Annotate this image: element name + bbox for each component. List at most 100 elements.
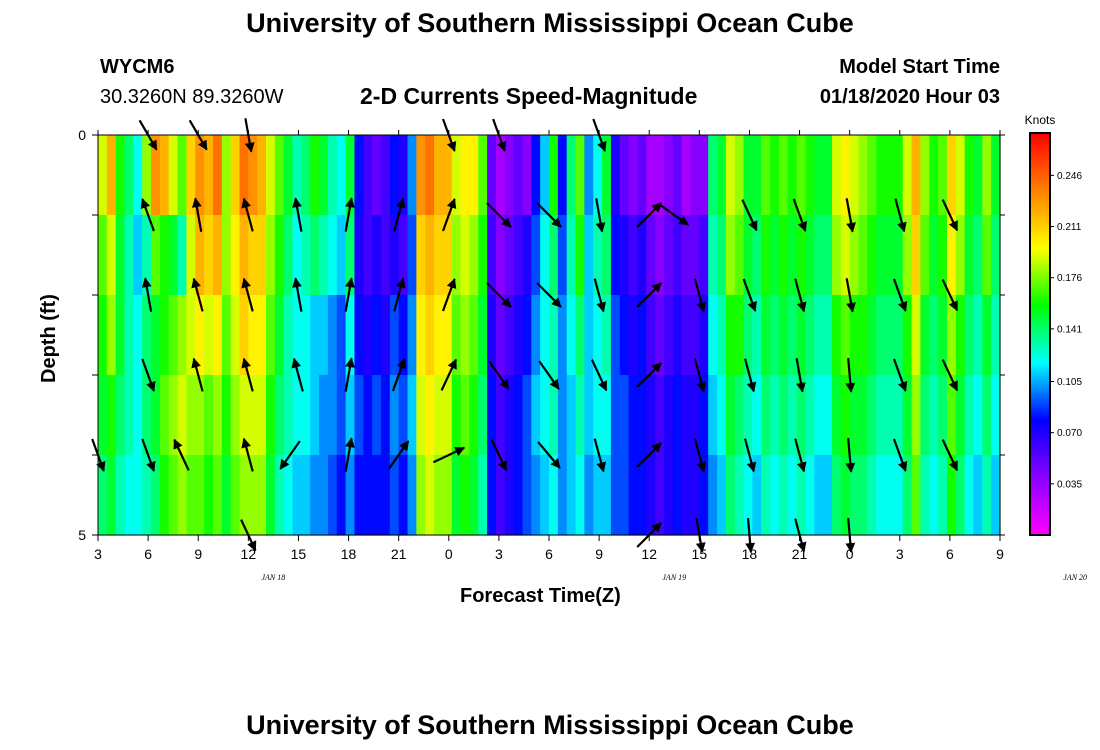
- heatmap-cell: [487, 215, 497, 296]
- heatmap-cell: [248, 455, 258, 536]
- x-tick-label: 3: [94, 546, 102, 562]
- heatmap-cell: [531, 455, 541, 536]
- current-vector: [344, 197, 355, 232]
- heatmap-cell: [938, 455, 948, 536]
- heatmap-cell: [761, 455, 771, 536]
- current-vector: [537, 441, 561, 469]
- heatmap-cell: [831, 455, 842, 536]
- heatmap-cell: [478, 135, 488, 216]
- heatmap-cell: [964, 375, 975, 456]
- heatmap-cell: [310, 295, 320, 376]
- heatmap-cell: [761, 135, 771, 216]
- heatmap-cell: [186, 135, 196, 216]
- heatmap-cell: [345, 295, 356, 376]
- heatmap-cell: [655, 215, 665, 296]
- heatmap-cell: [115, 455, 126, 536]
- heatmap-cell: [531, 375, 541, 456]
- heatmap-cell: [363, 135, 373, 216]
- heatmap-cell: [292, 295, 302, 376]
- heatmap-cell: [946, 135, 957, 216]
- heatmap-cell: [593, 375, 603, 456]
- heatmap-cell: [938, 295, 948, 376]
- heatmap-cell: [849, 135, 860, 216]
- current-vector: [344, 357, 355, 392]
- heatmap-cell: [257, 135, 267, 216]
- heatmap-cell: [239, 215, 249, 296]
- current-vector: [593, 278, 606, 313]
- heatmap-cell: [212, 215, 223, 296]
- heatmap-cell: [204, 215, 214, 296]
- heatmap-cell: [292, 375, 302, 456]
- current-vector: [743, 438, 757, 473]
- heatmap-cell: [752, 375, 762, 456]
- heatmap-cell: [770, 135, 780, 216]
- heatmap-cell: [628, 135, 639, 216]
- current-vector: [486, 202, 512, 228]
- heatmap-cell: [814, 455, 824, 536]
- heatmap-cell: [354, 135, 364, 216]
- heatmap-cell: [602, 295, 612, 376]
- heatmap-cell: [345, 375, 356, 456]
- heatmap-cell: [522, 375, 532, 456]
- heatmap-cell: [248, 215, 258, 296]
- heatmap-cell: [283, 375, 294, 456]
- heatmap-cell: [946, 295, 957, 376]
- heatmap-cell: [230, 215, 241, 296]
- heatmap-cell: [876, 215, 886, 296]
- heatmap-cell: [655, 455, 665, 536]
- heatmap-cell: [239, 295, 249, 376]
- heatmap-cell: [504, 375, 515, 456]
- heatmap-cell: [849, 295, 860, 376]
- heatmap-cell: [885, 375, 895, 456]
- heatmap-cell: [663, 295, 674, 376]
- heatmap-cell: [885, 455, 895, 536]
- heatmap-cell: [389, 295, 400, 376]
- heatmap-cell: [557, 135, 568, 216]
- current-vector: [344, 437, 355, 472]
- x-tick-label: 15: [291, 546, 307, 562]
- heatmap-cell: [398, 215, 409, 296]
- heatmap-cell: [743, 295, 753, 376]
- heatmap-cell: [778, 135, 789, 216]
- heatmap-cell: [770, 295, 780, 376]
- heatmap-cell: [133, 215, 143, 296]
- heatmap-cell: [708, 375, 718, 456]
- current-vector: [941, 359, 959, 392]
- heatmap-cell: [363, 375, 373, 456]
- heatmap-cell: [319, 455, 329, 536]
- heatmap-cell: [699, 135, 709, 216]
- heatmap-cell: [389, 215, 400, 296]
- heatmap-cell: [168, 295, 179, 376]
- heatmap-cell: [478, 295, 488, 376]
- heatmap-cell: [637, 215, 647, 296]
- heatmap-cell: [920, 375, 930, 456]
- current-vector: [693, 358, 707, 393]
- heatmap-cell: [982, 135, 992, 216]
- current-vector: [636, 202, 662, 228]
- heatmap-cell: [796, 295, 807, 376]
- heatmap-cell: [451, 295, 462, 376]
- heatmap-cell: [124, 375, 134, 456]
- current-vector: [941, 279, 959, 312]
- x-tick-label: 9: [996, 546, 1004, 562]
- heatmap-cell: [893, 135, 904, 216]
- heatmap-cell: [283, 215, 294, 296]
- heatmap-cell: [770, 375, 780, 456]
- heatmap-cell: [964, 295, 975, 376]
- colorbar-tick-label: 0.105: [1057, 377, 1082, 388]
- heatmap-cell: [434, 455, 444, 536]
- heatmap-cell: [469, 455, 479, 536]
- heatmap-cell: [566, 455, 577, 536]
- heatmap-cell: [831, 215, 842, 296]
- heatmap-cell: [814, 375, 824, 456]
- heatmap-cell: [840, 135, 851, 216]
- current-vector: [795, 358, 806, 393]
- heatmap-cell: [699, 215, 709, 296]
- heatmap-cell: [725, 215, 736, 296]
- current-vector: [590, 359, 608, 392]
- current-vector: [490, 439, 508, 472]
- heatmap-cell: [725, 135, 736, 216]
- heatmap-cell: [708, 295, 718, 376]
- current-vector: [794, 438, 807, 473]
- heatmap-cell: [610, 135, 621, 216]
